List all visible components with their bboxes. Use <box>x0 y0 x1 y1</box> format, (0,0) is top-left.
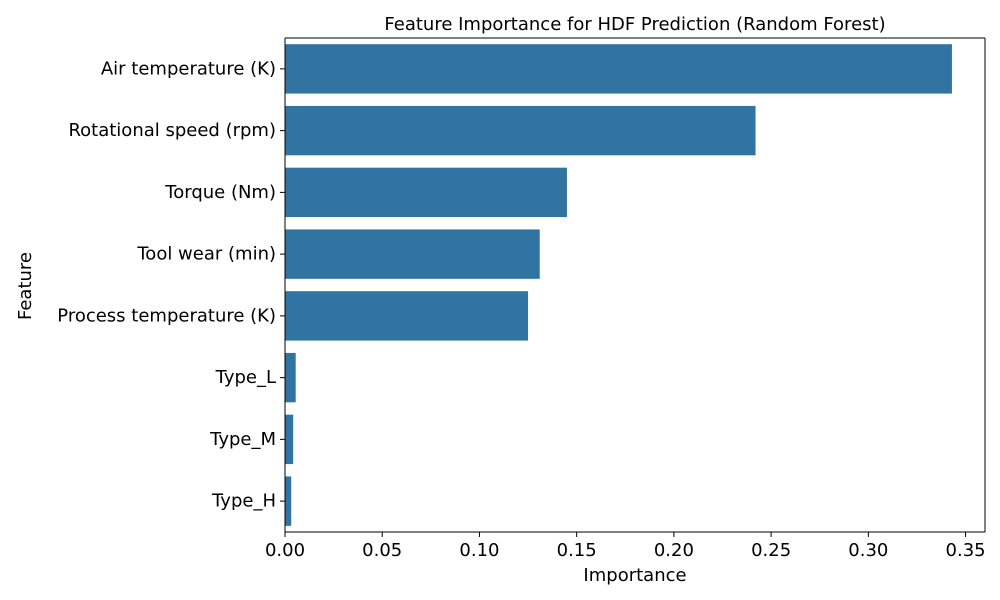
x-tick-label: 0.15 <box>557 540 597 561</box>
y-tick-label: Process temperature (K) <box>57 305 276 326</box>
y-tick-label: Type_M <box>209 429 276 450</box>
chart-title: Feature Importance for HDF Prediction (R… <box>384 14 885 35</box>
bar-type-m <box>285 414 294 465</box>
x-tick-label: 0.30 <box>848 540 888 561</box>
x-tick-label: 0.20 <box>654 540 694 561</box>
bar-type-h <box>285 476 292 526</box>
x-axis-title: Importance <box>583 565 686 586</box>
bars-group <box>285 44 952 526</box>
bar-tool-wear-min <box>285 229 540 279</box>
y-tick-label: Rotational speed (rpm) <box>68 120 276 141</box>
y-tick-label: Tool wear (min) <box>136 244 276 265</box>
y-tick-label: Type_H <box>211 491 276 512</box>
y-tick-label: Air temperature (K) <box>101 58 276 79</box>
axes-frame <box>284 37 986 533</box>
x-tick-label: 0.35 <box>946 540 986 561</box>
x-tick-label: 0.10 <box>459 540 499 561</box>
x-tick-label: 0.25 <box>751 540 791 561</box>
y-tick-label: Torque (Nm) <box>164 182 276 203</box>
y-axis-ticks: Air temperature (K) Rotational speed (rpm… <box>57 58 285 512</box>
y-tick-label: Type_L <box>215 367 276 388</box>
bar-torque-nm <box>285 167 567 218</box>
x-tick-label: 0.05 <box>362 540 402 561</box>
bar-air-temperature-k <box>285 44 952 94</box>
y-axis-title: Feature <box>15 252 36 320</box>
x-axis-ticks: 0.00 0.05 0.10 0.15 0.20 0.25 0.30 0.35 <box>265 532 986 561</box>
bar-type-l <box>285 352 296 403</box>
bar-rotational-speed-rpm <box>285 105 756 156</box>
x-tick-label: 0.00 <box>265 540 305 561</box>
bar-process-temperature-k <box>285 291 529 341</box>
